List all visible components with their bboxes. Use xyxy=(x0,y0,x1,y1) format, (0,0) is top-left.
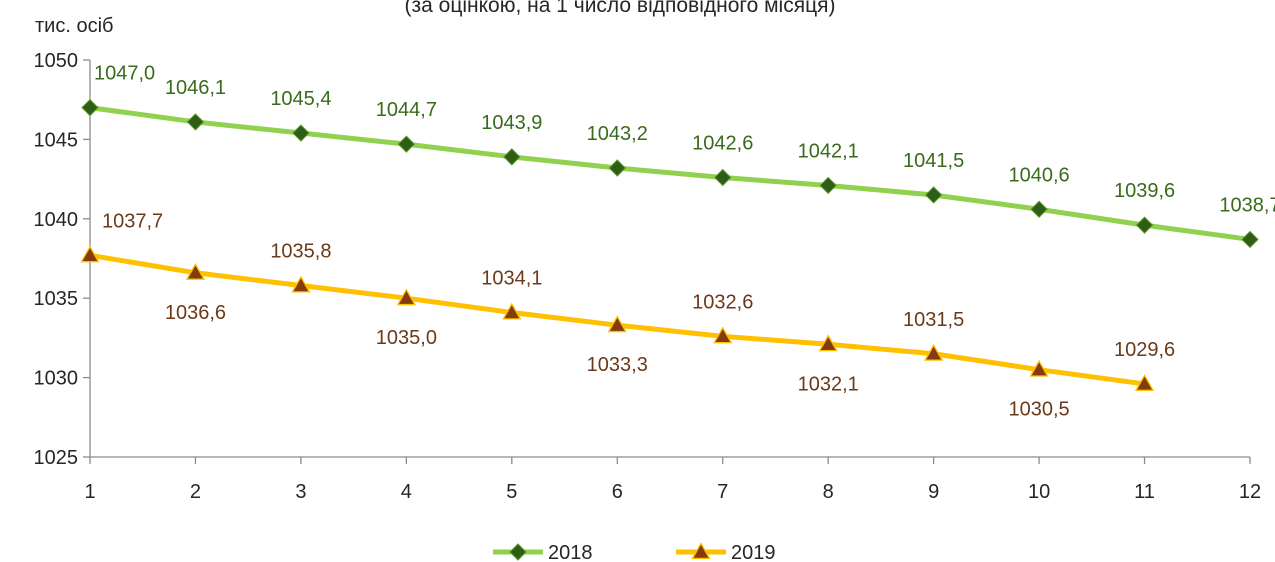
data-point-2018 xyxy=(714,168,732,187)
x-tick-label: 9 xyxy=(928,481,939,503)
legend-item-2018: 2018 xyxy=(493,542,593,562)
data-point-2018 xyxy=(397,135,416,153)
chart-title: (за оцінкою, на 1 число відповідного міс… xyxy=(405,0,836,17)
data-point-2019 xyxy=(80,245,100,263)
y-tick-label: 1050 xyxy=(34,50,79,72)
data-point-2018 xyxy=(81,98,99,117)
data-label-2018: 1038,7 xyxy=(1219,194,1275,216)
y-tick-label: 1025 xyxy=(34,447,79,469)
data-point-2018 xyxy=(608,159,626,177)
data-point-2019 xyxy=(185,262,206,280)
x-tick-label: 6 xyxy=(612,481,623,503)
data-label-2018: 1044,7 xyxy=(376,99,437,121)
data-point-2019 xyxy=(1134,374,1155,391)
data-label-2018: 1039,6 xyxy=(1114,180,1175,202)
legend-label: 2018 xyxy=(548,542,593,562)
data-label-2019: 1034,1 xyxy=(481,267,542,289)
data-label-2019: 1033,3 xyxy=(587,354,648,376)
data-label-2018: 1046,1 xyxy=(165,77,226,99)
x-tick-label: 12 xyxy=(1239,481,1261,503)
x-tick-label: 3 xyxy=(295,481,306,503)
data-label-2019: 1037,7 xyxy=(102,210,163,232)
data-point-2019 xyxy=(924,343,944,361)
data-point-2019 xyxy=(607,315,627,333)
legend-item-2019: 2019 xyxy=(676,542,776,562)
data-point-2019 xyxy=(396,288,416,306)
data-point-2019 xyxy=(713,326,733,344)
x-tick-label: 2 xyxy=(190,481,201,503)
data-label-2018: 1047,0 xyxy=(94,63,155,85)
x-tick-label: 10 xyxy=(1028,481,1050,503)
data-point-2018 xyxy=(503,148,521,166)
data-point-2018 xyxy=(1241,230,1259,249)
data-label-2019: 1035,0 xyxy=(376,327,437,349)
data-point-2018 xyxy=(819,176,837,195)
x-tick-label: 5 xyxy=(506,481,517,503)
data-point-2018 xyxy=(924,186,943,204)
data-label-2019: 1035,8 xyxy=(270,240,331,262)
data-point-2018 xyxy=(292,124,310,142)
data-label-2018: 1043,2 xyxy=(587,123,648,145)
data-label-2019: 1031,5 xyxy=(903,309,964,331)
data-label-2019: 1030,5 xyxy=(1009,399,1070,421)
data-point-2018 xyxy=(1030,200,1048,218)
x-tick-label: 7 xyxy=(717,481,728,503)
data-label-2019: 1029,6 xyxy=(1114,339,1175,361)
y-axis-unit-label: тис. осіб xyxy=(35,15,113,37)
legend: 2018 2019 xyxy=(493,542,776,562)
legend-label: 2019 xyxy=(731,542,776,562)
data-point-2019 xyxy=(291,275,311,293)
data-point-2018 xyxy=(1135,216,1154,234)
legend-marker xyxy=(509,543,527,561)
y-tick-label: 1045 xyxy=(34,129,79,151)
series-line-2018 xyxy=(87,105,1253,242)
x-tick-label: 11 xyxy=(1134,481,1155,503)
series-2019 xyxy=(80,245,1155,391)
data-label-2018: 1042,1 xyxy=(798,140,859,162)
y-tick-label: 1040 xyxy=(34,209,79,231)
data-point-2019 xyxy=(818,334,838,352)
series-layer xyxy=(80,98,1259,391)
data-point-2019 xyxy=(502,302,522,320)
legend-marker xyxy=(691,542,711,560)
data-labels-layer: 1047,0 1046,1 1045,4 1044,7 1043,9 1043,2 1042… xyxy=(94,63,1275,421)
y-tick-label: 1030 xyxy=(34,368,79,390)
data-label-2018: 1041,5 xyxy=(903,150,964,172)
data-label-2018: 1045,4 xyxy=(270,88,331,110)
y-tick-label: 1035 xyxy=(34,288,79,310)
data-label-2018: 1040,6 xyxy=(1009,164,1070,186)
data-label-2018: 1042,6 xyxy=(692,133,753,155)
data-label-2018: 1043,9 xyxy=(481,112,542,134)
x-tick-label: 1 xyxy=(84,481,95,503)
data-label-2019: 1032,6 xyxy=(692,291,753,313)
data-point-2019 xyxy=(1029,359,1049,377)
x-tick-label: 8 xyxy=(823,481,834,503)
series-2018 xyxy=(81,98,1259,249)
data-point-2018 xyxy=(186,113,205,131)
data-label-2019: 1036,6 xyxy=(165,302,226,324)
x-tick-label: 4 xyxy=(401,481,412,503)
data-label-2019: 1032,1 xyxy=(798,373,859,395)
